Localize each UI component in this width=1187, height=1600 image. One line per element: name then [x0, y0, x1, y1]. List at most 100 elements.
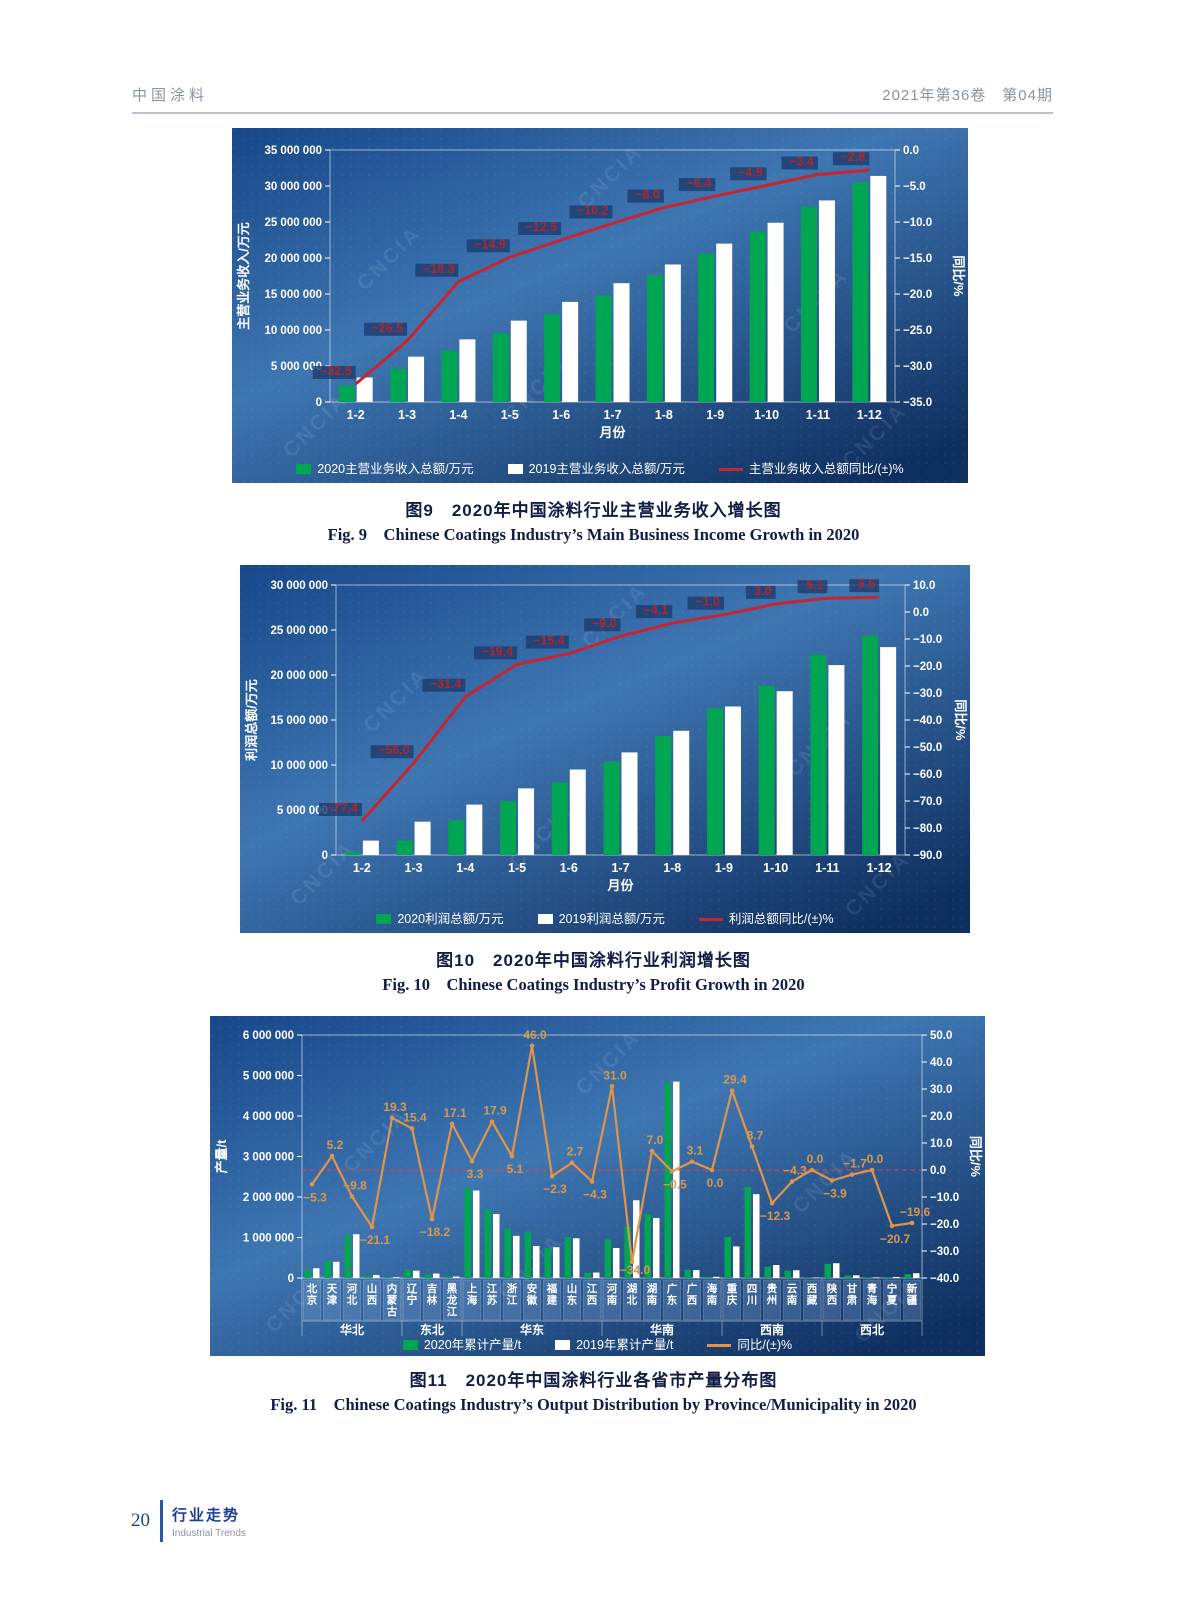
svg-text:−5.0: −5.0 — [903, 181, 926, 193]
svg-text:蒙: 蒙 — [387, 1294, 398, 1307]
svg-text:−4.3: −4.3 — [583, 1188, 607, 1202]
svg-text:5.1: 5.1 — [806, 578, 823, 592]
section-label: 行业走势 Industrial Trends — [172, 1504, 246, 1539]
svg-text:0.0: 0.0 — [707, 1176, 724, 1190]
svg-text:重: 重 — [727, 1282, 738, 1295]
svg-text:2.7: 2.7 — [567, 1145, 584, 1159]
svg-text:川: 川 — [746, 1295, 758, 1307]
legend-item: 2020年累计产量/t — [402, 1334, 521, 1353]
svg-text:7.0: 7.0 — [647, 1133, 664, 1147]
svg-text:夏: 夏 — [886, 1295, 898, 1307]
svg-text:青: 青 — [867, 1282, 878, 1295]
svg-text:0: 0 — [316, 397, 322, 409]
svg-text:30 000 000: 30 000 000 — [264, 181, 322, 193]
legend-bar-swatch — [537, 914, 553, 924]
svg-text:20 000 000: 20 000 000 — [264, 253, 322, 265]
svg-text:浙: 浙 — [507, 1282, 518, 1295]
svg-text:西: 西 — [827, 1295, 838, 1307]
fig10-caption-en: Fig. 10 Chinese Coatings Industry’s Prof… — [382, 975, 805, 994]
section-label-en: Industrial Trends — [172, 1527, 246, 1539]
svg-text:−2.8: −2.8 — [841, 150, 866, 164]
svg-text:龙: 龙 — [446, 1294, 458, 1307]
svg-text:0.0: 0.0 — [807, 1152, 824, 1166]
svg-text:宁: 宁 — [887, 1282, 898, 1295]
svg-text:东: 东 — [667, 1294, 678, 1307]
svg-text:−21.1: −21.1 — [360, 1233, 391, 1247]
svg-text:华东: 华东 — [520, 1322, 544, 1337]
svg-text:江: 江 — [587, 1282, 598, 1295]
svg-text:−40.0: −40.0 — [930, 1273, 959, 1285]
svg-text:0.0: 0.0 — [903, 145, 919, 157]
svg-text:8.7: 8.7 — [747, 1129, 764, 1143]
legend-item: 同比/(±)% — [707, 1334, 792, 1353]
svg-text:古: 古 — [387, 1305, 398, 1318]
legend-line-swatch — [718, 468, 743, 471]
svg-text:1-3: 1-3 — [398, 408, 416, 422]
svg-text:江: 江 — [487, 1282, 498, 1295]
svg-text:0.0: 0.0 — [867, 1152, 884, 1166]
svg-text:1-12: 1-12 — [867, 861, 892, 875]
svg-text:南: 南 — [647, 1294, 658, 1307]
svg-text:−8.0: −8.0 — [635, 188, 660, 202]
svg-text:46.0: 46.0 — [523, 1028, 547, 1042]
legend-label: 主营业务收入总额同比/(±)% — [748, 462, 904, 476]
svg-text:南: 南 — [787, 1294, 798, 1307]
svg-text:徽: 徽 — [526, 1294, 538, 1307]
fig9-caption-en: Fig. 9 Chinese Coatings Industry’s Main … — [327, 525, 860, 544]
svg-text:宁: 宁 — [407, 1294, 418, 1307]
svg-text:−18.2: −18.2 — [420, 1225, 451, 1239]
svg-text:南: 南 — [607, 1294, 618, 1307]
svg-text:西: 西 — [587, 1295, 598, 1307]
svg-text:3.0: 3.0 — [754, 584, 771, 598]
legend-label: 2020利润总额/万元 — [397, 912, 504, 926]
svg-text:1-5: 1-5 — [501, 408, 519, 422]
svg-text:−10.0: −10.0 — [930, 1192, 959, 1204]
legend-item: 2019主营业务收入总额/万元 — [507, 458, 685, 477]
svg-text:广: 广 — [667, 1282, 678, 1295]
svg-text:黑: 黑 — [447, 1283, 458, 1295]
svg-text:−70.0: −70.0 — [913, 796, 942, 808]
fig11-caption-cn: 图11 2020年中国涂料行业各省市产量分布图 — [409, 1371, 778, 1390]
svg-text:35 000 000: 35 000 000 — [264, 145, 322, 157]
svg-text:主营业务收入/万元: 主营业务收入/万元 — [236, 222, 251, 330]
svg-text:−10.0: −10.0 — [913, 634, 942, 646]
page-footer: 20 行业走势 Industrial Trends — [131, 1500, 246, 1542]
svg-text:1-10: 1-10 — [763, 861, 788, 875]
svg-text:−32.5: −32.5 — [320, 364, 352, 378]
svg-text:30.0: 30.0 — [930, 1084, 952, 1096]
svg-text:云: 云 — [787, 1283, 798, 1295]
svg-text:利润总额/万元: 利润总额/万元 — [244, 679, 259, 761]
output-distribution-chart: CNCIACNCIACNCIACNCIACNCIACNCIA01 000 000… — [210, 1016, 985, 1356]
section-label-cn: 行业走势 — [172, 1506, 241, 1524]
svg-text:西: 西 — [807, 1283, 818, 1295]
svg-text:安: 安 — [527, 1282, 538, 1295]
svg-text:山: 山 — [567, 1282, 578, 1295]
svg-text:15.4: 15.4 — [403, 1110, 427, 1124]
svg-text:四: 四 — [747, 1283, 758, 1295]
svg-text:上: 上 — [467, 1282, 478, 1295]
svg-text:北: 北 — [307, 1282, 318, 1295]
svg-text:疆: 疆 — [907, 1295, 918, 1307]
svg-text:−6.4: −6.4 — [687, 176, 712, 190]
svg-text:陕: 陕 — [827, 1282, 838, 1295]
svg-text:州: 州 — [766, 1295, 778, 1307]
svg-text:−19.4: −19.4 — [481, 644, 513, 658]
legend-bar-swatch — [376, 914, 392, 924]
chart-legend: 2020主营业务收入总额/万元 2019主营业务收入总额/万元 主营业务收入总额同比… — [232, 458, 968, 477]
svg-text:−77.4: −77.4 — [326, 801, 358, 815]
page-header: 中国涂料 2021年第36卷 第04期 — [132, 84, 1053, 114]
svg-text:−9.8: −9.8 — [343, 1178, 367, 1192]
svg-text:−25.0: −25.0 — [903, 325, 932, 337]
svg-text:3.1: 3.1 — [687, 1144, 704, 1158]
svg-text:5 000 000: 5 000 000 — [243, 1071, 294, 1083]
svg-text:3.3: 3.3 — [467, 1167, 484, 1181]
profit-growth-chart: CNCIACNCIACNCIACNCIACNCIACNCIA05 000 000… — [240, 565, 970, 933]
svg-text:−20.0: −20.0 — [930, 1219, 959, 1231]
svg-text:−34.0: −34.0 — [620, 1263, 651, 1277]
svg-text:海: 海 — [707, 1282, 718, 1295]
svg-text:津: 津 — [327, 1294, 338, 1307]
svg-text:5.5: 5.5 — [858, 577, 875, 591]
svg-text:17.1: 17.1 — [443, 1106, 467, 1120]
svg-text:新: 新 — [907, 1282, 918, 1295]
